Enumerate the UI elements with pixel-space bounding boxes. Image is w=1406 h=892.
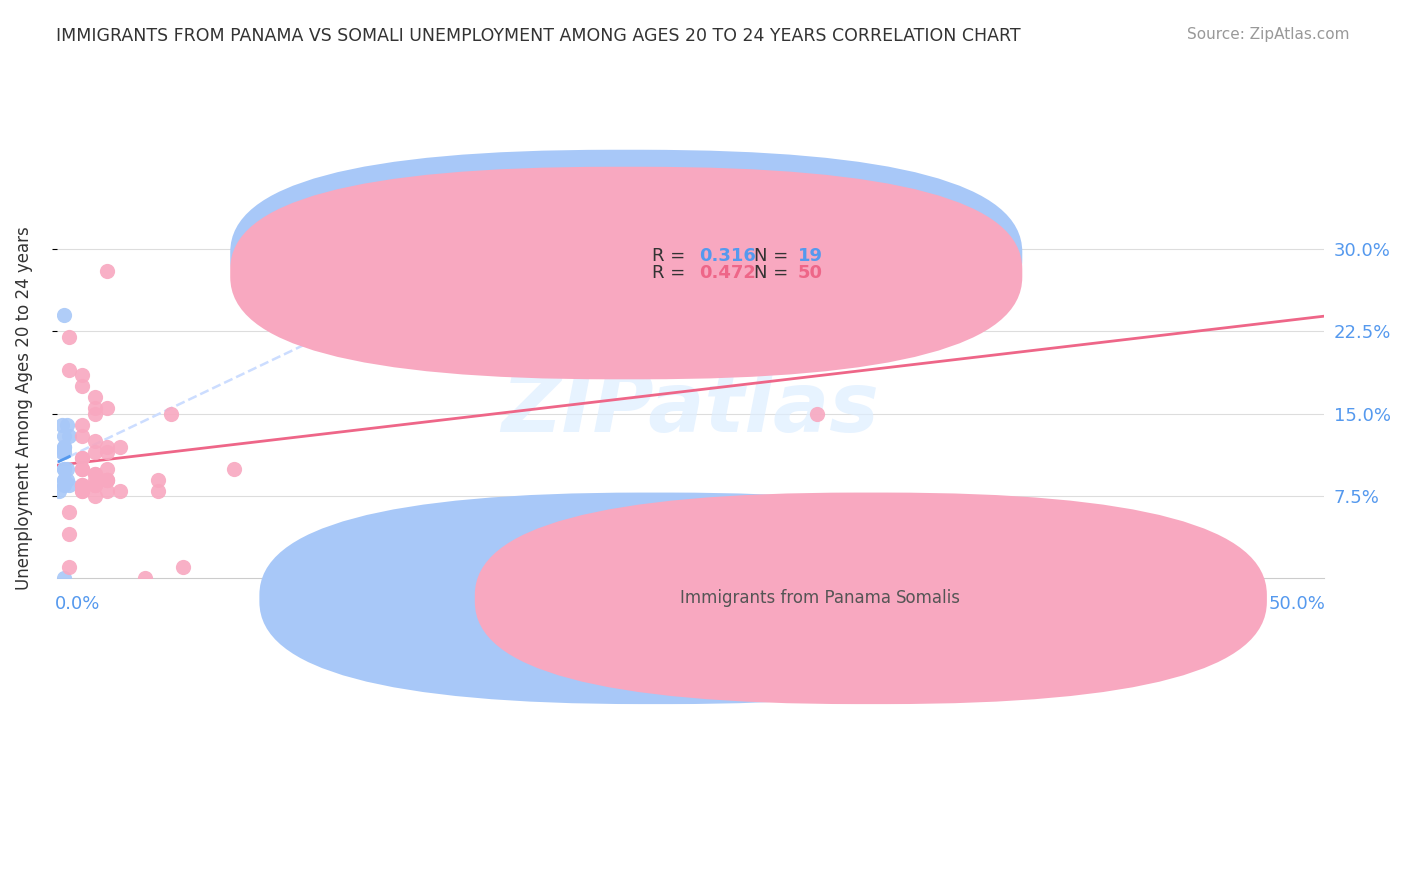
- Point: [83, 473, 105, 487]
- Point: [70, 483, 93, 498]
- Text: 0.0%: 0.0%: [55, 595, 101, 614]
- Point: [806, 407, 828, 421]
- Point: [222, 461, 245, 475]
- Point: [51, 445, 73, 459]
- Text: N =: N =: [754, 264, 793, 282]
- Point: [58, 478, 80, 492]
- Point: [83, 401, 105, 416]
- Text: Source: ZipAtlas.com: Source: ZipAtlas.com: [1187, 27, 1350, 42]
- Point: [53, 308, 76, 322]
- Point: [70, 483, 93, 498]
- Point: [96, 461, 118, 475]
- Point: [55, 417, 77, 432]
- Text: ZIPatlas: ZIPatlas: [502, 368, 879, 449]
- Point: [58, 330, 80, 344]
- Text: Immigrants from Panama: Immigrants from Panama: [681, 590, 891, 607]
- FancyBboxPatch shape: [259, 492, 1052, 704]
- Point: [83, 489, 105, 503]
- Point: [53, 440, 76, 454]
- Point: [70, 461, 93, 475]
- Point: [83, 478, 105, 492]
- Point: [53, 461, 76, 475]
- Point: [70, 478, 93, 492]
- Point: [58, 560, 80, 574]
- FancyBboxPatch shape: [231, 167, 1022, 379]
- Point: [96, 401, 118, 416]
- Point: [83, 407, 105, 421]
- Point: [70, 368, 93, 383]
- Point: [96, 473, 118, 487]
- Text: IMMIGRANTS FROM PANAMA VS SOMALI UNEMPLOYMENT AMONG AGES 20 TO 24 YEARS CORRELAT: IMMIGRANTS FROM PANAMA VS SOMALI UNEMPLO…: [56, 27, 1021, 45]
- Text: 19: 19: [799, 247, 823, 265]
- Point: [108, 440, 131, 454]
- Point: [58, 363, 80, 377]
- Point: [53, 461, 76, 475]
- Point: [58, 527, 80, 541]
- Point: [70, 461, 93, 475]
- FancyBboxPatch shape: [475, 492, 1267, 704]
- Point: [70, 450, 93, 465]
- Point: [96, 440, 118, 454]
- Point: [48, 483, 70, 498]
- Point: [53, 473, 76, 487]
- Point: [70, 461, 93, 475]
- Point: [70, 428, 93, 442]
- Point: [53, 440, 76, 454]
- Point: [146, 483, 169, 498]
- Point: [83, 445, 105, 459]
- Point: [932, 297, 955, 311]
- Point: [83, 467, 105, 481]
- Point: [58, 428, 80, 442]
- FancyBboxPatch shape: [582, 242, 918, 289]
- Point: [96, 483, 118, 498]
- Point: [70, 417, 93, 432]
- Point: [96, 445, 118, 459]
- FancyBboxPatch shape: [231, 150, 1022, 362]
- Point: [53, 428, 76, 442]
- Point: [55, 461, 77, 475]
- Point: [53, 478, 76, 492]
- Point: [70, 478, 93, 492]
- Point: [96, 264, 118, 278]
- Text: R =: R =: [652, 264, 692, 282]
- Text: 0.316: 0.316: [699, 247, 756, 265]
- Point: [172, 560, 194, 574]
- Point: [83, 434, 105, 449]
- Point: [83, 390, 105, 404]
- Point: [96, 473, 118, 487]
- Text: 50.0%: 50.0%: [1268, 595, 1326, 614]
- Point: [51, 417, 73, 432]
- Point: [83, 467, 105, 481]
- Point: [53, 473, 76, 487]
- Point: [55, 473, 77, 487]
- Y-axis label: Unemployment Among Ages 20 to 24 years: Unemployment Among Ages 20 to 24 years: [15, 227, 32, 591]
- Point: [83, 478, 105, 492]
- Point: [70, 379, 93, 393]
- Point: [70, 450, 93, 465]
- Point: [53, 445, 76, 459]
- Point: [134, 571, 156, 585]
- Point: [159, 407, 181, 421]
- Point: [58, 505, 80, 519]
- Text: Somalis: Somalis: [896, 590, 960, 607]
- Point: [96, 473, 118, 487]
- Text: N =: N =: [754, 247, 793, 265]
- Text: 0.472: 0.472: [699, 264, 756, 282]
- Text: R =: R =: [652, 247, 692, 265]
- Point: [83, 478, 105, 492]
- Point: [108, 483, 131, 498]
- Point: [83, 478, 105, 492]
- Point: [146, 473, 169, 487]
- Point: [53, 571, 76, 585]
- Text: 50: 50: [799, 264, 823, 282]
